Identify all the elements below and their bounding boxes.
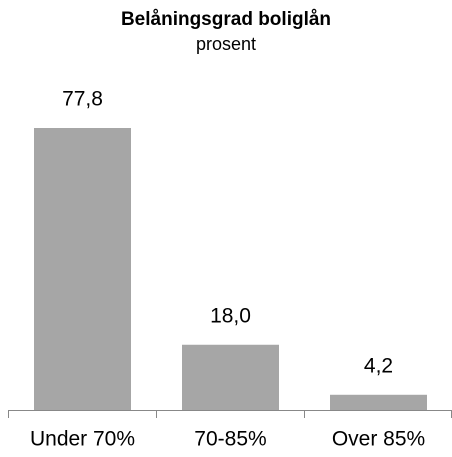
x-tick-label: 70-85% xyxy=(194,428,266,451)
value-label: 18,0 xyxy=(210,304,251,327)
bar xyxy=(182,344,279,410)
chart-subtitle: prosent xyxy=(196,34,256,54)
x-axis xyxy=(8,410,452,418)
bar xyxy=(330,394,427,410)
x-tick-label: Under 70% xyxy=(30,428,135,451)
chart-title: Belåningsgrad boliglån xyxy=(121,9,331,30)
bar xyxy=(34,128,131,410)
x-tick-label: Over 85% xyxy=(332,428,425,451)
value-label: 4,2 xyxy=(364,354,393,377)
value-label: 77,8 xyxy=(62,88,103,111)
